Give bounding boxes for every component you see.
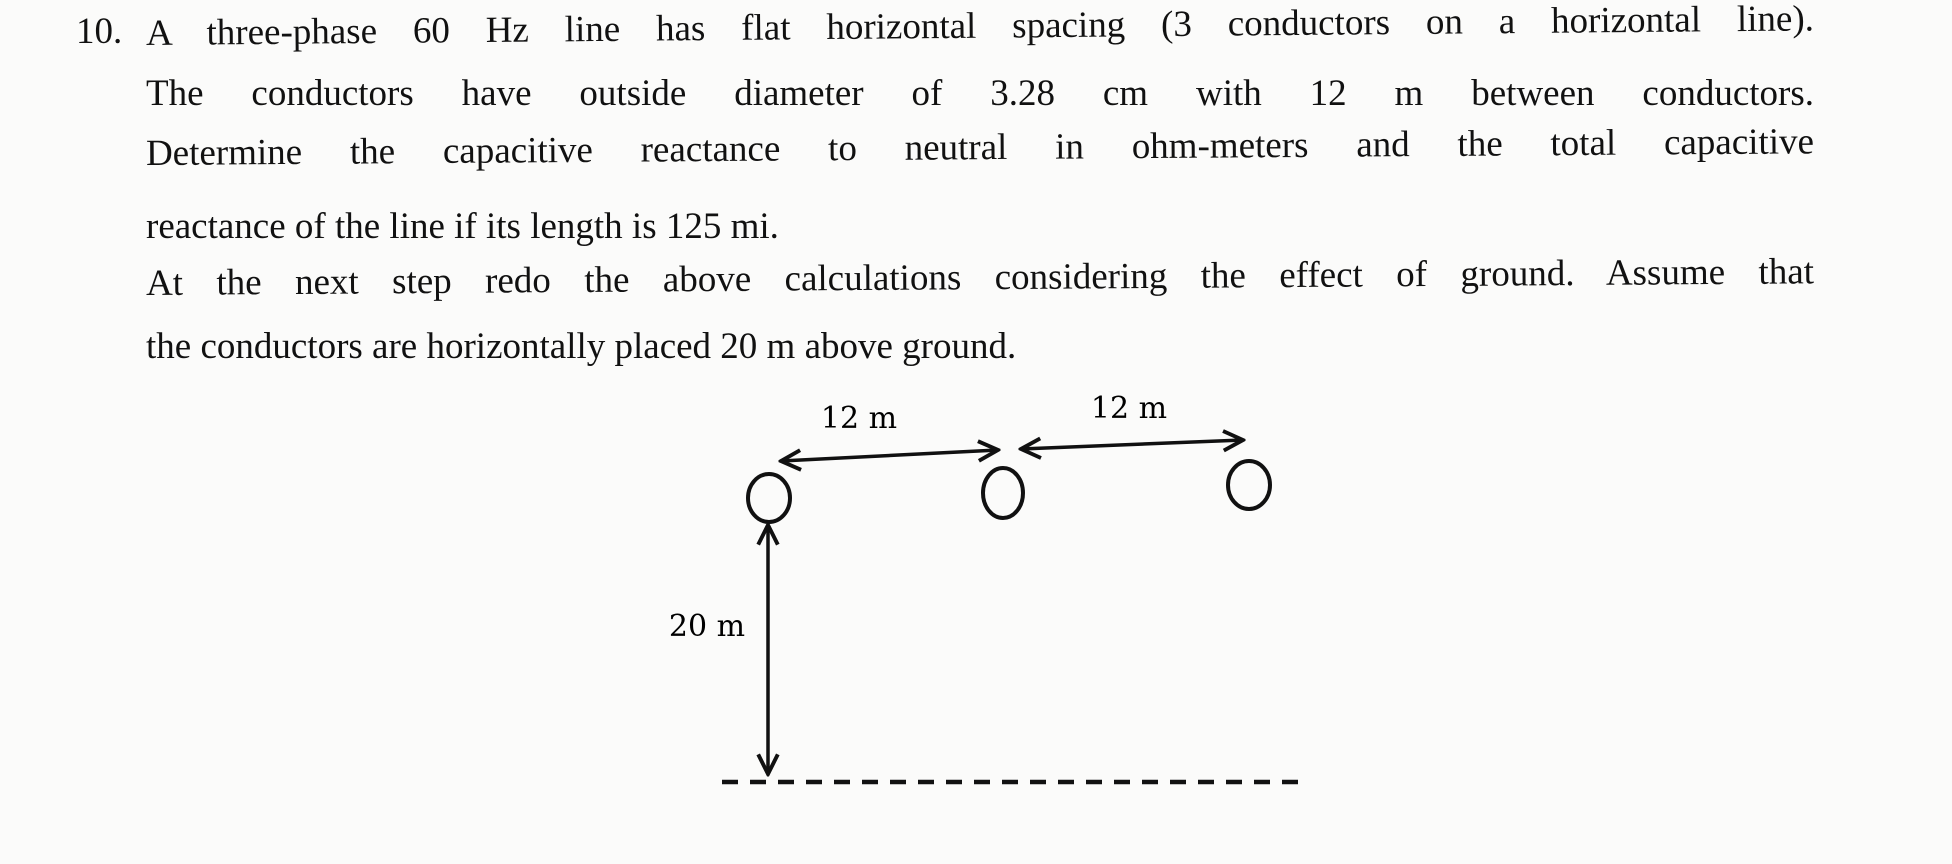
problem-number: 10. [76, 11, 123, 52]
spacing-arrow-2 [1021, 440, 1243, 449]
conductor-3 [1226, 459, 1272, 511]
spacing-label-1: 12 m [821, 401, 897, 436]
conductor-1 [746, 472, 792, 524]
problem-line-4: reactance of the line if its length is 1… [146, 206, 779, 247]
problem-line-6: the conductors are horizontally placed 2… [146, 326, 1017, 367]
conductor-2 [981, 466, 1025, 520]
problem-line-2: The conductors have outside diameter of … [146, 73, 1814, 114]
spacing-label-2: 12 m [1091, 391, 1167, 426]
spacing-arrow-1 [781, 450, 998, 461]
height-label: 20 m [669, 609, 745, 644]
